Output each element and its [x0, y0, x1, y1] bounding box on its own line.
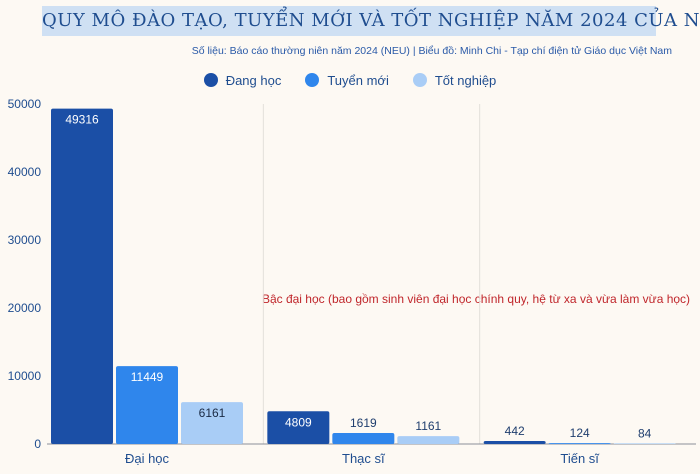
bar-dang-hoc [483, 440, 546, 444]
data-label: 49316 [65, 113, 99, 127]
bar-tot-nghiep [397, 436, 460, 444]
legend-item-dang-hoc[interactable]: Đang học [203, 70, 282, 90]
bar-tot-nghiep [181, 402, 243, 444]
data-label: 442 [505, 424, 525, 438]
x-tick-label: Tiến sĩ [560, 451, 600, 466]
y-tick-label: 10000 [8, 369, 42, 383]
bar-dang-hoc [267, 411, 330, 444]
y-tick-label: 30000 [8, 233, 42, 247]
title-band [42, 6, 656, 36]
data-label: 1619 [350, 416, 377, 430]
legend-item-tot-nghiep[interactable]: Tốt nghiệp [412, 70, 497, 90]
data-label: 124 [570, 426, 590, 440]
legend-label-dang-hoc: Đang học [225, 72, 282, 88]
chart-annotation: Bậc đại học (bao gồm sinh viên đại học c… [262, 292, 690, 306]
legend-swatch-tot-nghiep [412, 73, 427, 87]
chart-title: QUY MÔ ĐÀO TẠO, TUYỂN MỚI VÀ TỐT NGHIỆP … [42, 10, 700, 31]
data-label: 1161 [415, 419, 441, 433]
legend-item-tuyen-moi[interactable]: Tuyển mới [305, 70, 389, 90]
legend: Đang học Tuyển mới Tốt nghiệp [0, 70, 700, 90]
legend-swatch-tuyen-moi [305, 73, 320, 87]
bar-tuyen-moi [332, 432, 395, 444]
chart-subtitle: Số liệu: Báo cáo thường niên năm 2024 (N… [191, 45, 672, 57]
x-tick-label: Đại học [125, 451, 170, 466]
data-label: 11449 [131, 370, 164, 384]
y-tick-label: 40000 [8, 165, 42, 179]
bar-tuyen-moi [116, 366, 178, 444]
bar-tot-nghiep [613, 443, 676, 444]
bar-tuyen-moi [548, 443, 611, 444]
legend-label-tot-nghiep: Tốt nghiệp [434, 72, 497, 88]
legend-label-tuyen-moi: Tuyển mới [327, 72, 389, 88]
legend-swatch-dang-hoc [203, 73, 218, 87]
y-tick-label: 50000 [8, 97, 42, 111]
x-tick-label: Thạc sĩ [342, 451, 386, 466]
data-label: 6161 [199, 406, 226, 420]
data-label: 84 [638, 426, 652, 440]
bar-dang-hoc [51, 108, 113, 445]
data-label: 4809 [285, 415, 312, 429]
y-tick-label: 20000 [8, 301, 42, 315]
y-tick-label: 0 [34, 437, 41, 451]
